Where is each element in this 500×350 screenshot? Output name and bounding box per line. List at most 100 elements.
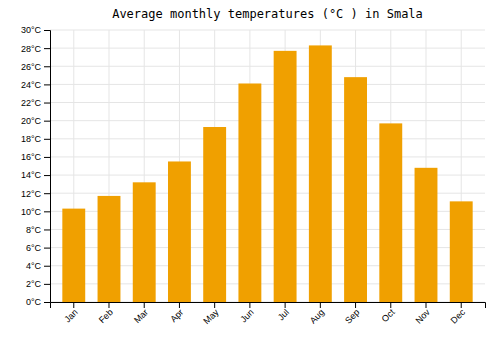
tick-label: 14°C xyxy=(21,170,42,180)
tick-mark xyxy=(44,139,50,140)
tick: 16°C xyxy=(21,152,50,162)
tick: 6°C xyxy=(26,243,50,253)
tick-label: 30°C xyxy=(21,25,42,35)
tick-label: Nov xyxy=(413,307,432,326)
axis-line xyxy=(51,303,486,309)
tick: 14°C xyxy=(21,170,50,180)
tick-mark xyxy=(44,66,50,67)
tick: Sep xyxy=(343,302,361,326)
tick: Feb xyxy=(97,302,115,325)
tick-mark xyxy=(44,193,50,194)
title: Average monthly temperatures (°C ) in Sm… xyxy=(112,7,423,21)
tick-label: 8°C xyxy=(26,225,42,235)
bar xyxy=(309,45,332,302)
bar xyxy=(274,51,297,302)
tick-mark xyxy=(44,30,50,31)
tick: Mar xyxy=(132,302,150,325)
tick: Aug xyxy=(308,302,326,326)
tick: Jun xyxy=(238,302,255,324)
tick: 8°C xyxy=(26,225,50,235)
tick-mark xyxy=(320,302,321,308)
tick: 22°C xyxy=(21,98,50,108)
x-axis: Jan Feb Mar Apr May Jun Jul Aug Sep Oct Nov Dec xyxy=(51,302,486,326)
tick-label: 28°C xyxy=(21,44,42,54)
tick-label: 22°C xyxy=(21,98,42,108)
tick-mark xyxy=(355,302,356,308)
tick-mark xyxy=(285,302,286,308)
tick-mark xyxy=(44,248,50,249)
tick-mark xyxy=(214,302,215,308)
bar xyxy=(98,196,121,302)
tick-label: 16°C xyxy=(21,152,42,162)
tick-label: Mar xyxy=(132,307,150,325)
tick: 18°C xyxy=(21,134,50,144)
tick-mark xyxy=(73,302,74,308)
tick-label: Dec xyxy=(449,307,468,326)
tick-mark xyxy=(44,175,50,176)
tick-mark xyxy=(179,302,180,308)
tick-label: 2°C xyxy=(26,279,42,289)
bar xyxy=(133,182,156,302)
tick-label: Jun xyxy=(238,307,255,324)
tick-label: 10°C xyxy=(21,207,42,217)
axis-line xyxy=(44,31,51,303)
bar xyxy=(168,161,191,302)
tick-mark xyxy=(390,302,391,308)
tick-mark xyxy=(144,302,145,308)
tick-label: May xyxy=(201,307,220,326)
grid-line-y xyxy=(50,138,485,139)
tick: Oct xyxy=(380,302,397,324)
tick-label: 24°C xyxy=(21,80,42,90)
tick: May xyxy=(201,302,220,326)
grid-line-y xyxy=(50,84,485,85)
bar xyxy=(62,209,85,302)
chart-container: 0°C2°C4°C6°C8°C10°C12°C14°C16°C18°C20°C2… xyxy=(0,0,500,350)
grid-line-y xyxy=(50,30,485,31)
tick: 2°C xyxy=(26,279,50,289)
tick-mark xyxy=(249,302,250,308)
tick-mark xyxy=(426,302,427,308)
tick: Jul xyxy=(276,302,291,322)
tick-label: Sep xyxy=(343,307,361,325)
grid xyxy=(50,30,485,302)
bar xyxy=(238,83,261,302)
tick-mark xyxy=(44,103,50,104)
tick-mark xyxy=(44,284,50,285)
tick: 30°C xyxy=(21,25,50,35)
tick-label: 20°C xyxy=(21,116,42,126)
tick-label: 0°C xyxy=(26,297,42,307)
tick-label: Aug xyxy=(308,307,326,325)
tick-mark xyxy=(461,302,462,308)
tick-label: Oct xyxy=(380,307,397,324)
tick-mark xyxy=(44,48,50,49)
bar xyxy=(415,168,438,302)
bar xyxy=(450,201,473,302)
tick-label: Jan xyxy=(62,307,79,324)
tick-label: Jul xyxy=(276,307,291,322)
grid-line-y xyxy=(50,48,485,49)
tick-label: Feb xyxy=(97,307,115,325)
tick: Nov xyxy=(413,302,432,326)
tick-label: Apr xyxy=(168,307,185,324)
tick-label: 4°C xyxy=(26,261,42,271)
tick-mark xyxy=(44,302,50,303)
tick: 24°C xyxy=(21,80,50,90)
grid-line-y xyxy=(50,66,485,67)
bar xyxy=(203,127,226,302)
tick-label: 18°C xyxy=(21,134,42,144)
bars xyxy=(62,45,472,302)
tick: 4°C xyxy=(26,261,50,271)
tick: 0°C xyxy=(26,297,50,307)
grid-line-y xyxy=(50,102,485,103)
tick-label: 6°C xyxy=(26,243,42,253)
bar xyxy=(344,77,367,302)
grid-line-y xyxy=(50,156,485,157)
tick-mark xyxy=(108,302,109,308)
tick-label: 26°C xyxy=(21,62,42,72)
tick: 20°C xyxy=(21,116,50,126)
bar xyxy=(379,123,402,302)
tick-mark xyxy=(44,211,50,212)
tick: 26°C xyxy=(21,62,50,72)
tick-mark xyxy=(44,121,50,122)
y-axis: 0°C2°C4°C6°C8°C10°C12°C14°C16°C18°C20°C2… xyxy=(21,25,51,307)
